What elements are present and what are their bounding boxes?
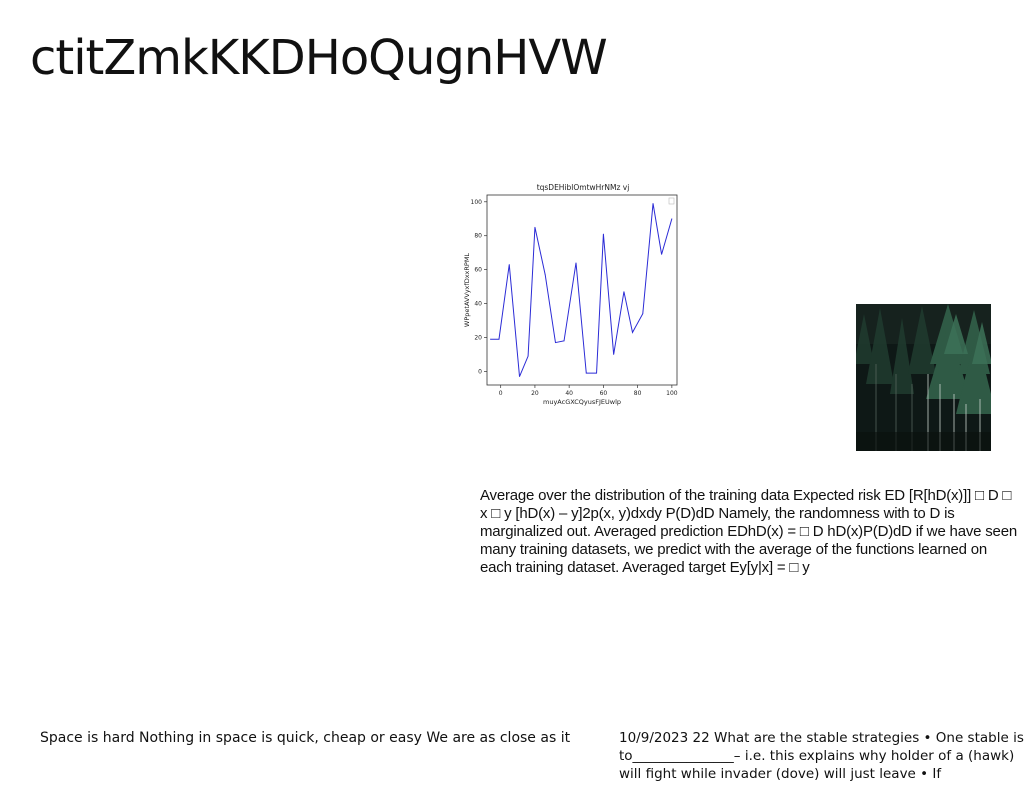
data-point	[527, 355, 529, 357]
footer-caption-left: Space is hard Nothing in space is quick,…	[40, 730, 571, 746]
body-text: Average over the distribution of the tra…	[480, 487, 1017, 576]
data-point	[632, 332, 633, 333]
data-point	[534, 226, 536, 228]
slide-title: ctitZmkKKDHoQugnHVW	[30, 30, 608, 86]
plot-frame	[486, 194, 678, 386]
y-axis-ticks: 0 20 40 60 80 100	[471, 199, 487, 375]
x-tick-label: 80	[634, 390, 642, 397]
data-point	[642, 313, 644, 315]
y-tick-label: 40	[474, 301, 482, 308]
data-point	[652, 203, 654, 204]
x-tick-label: 60	[600, 390, 608, 397]
y-axis-label: WPpetAVVyxfDxxRPML	[463, 253, 471, 327]
data-point	[596, 372, 597, 374]
data-point	[613, 354, 615, 355]
data-point	[508, 264, 510, 265]
chart-title: tqsDEHiblOmtwHrNMz vj	[537, 183, 630, 192]
x-axis-ticks: 0 20 40 60 80 100	[499, 385, 678, 397]
data-point	[563, 340, 565, 342]
data-point	[490, 338, 491, 340]
line-chart-svg: tqsDEHiblOmtwHrNMz vj 0 20 40 60 80 100 0 20 40…	[463, 183, 678, 406]
data-point	[519, 376, 520, 377]
y-tick-label: 100	[471, 199, 483, 206]
x-axis-label: muyAcGXCQyusFJEUwlp	[543, 398, 621, 406]
series-layer	[490, 203, 673, 377]
forest-photo	[856, 304, 991, 451]
data-point	[585, 372, 587, 374]
data-point	[661, 253, 662, 255]
y-tick-label: 20	[474, 335, 482, 342]
x-tick-label: 0	[499, 390, 503, 397]
forest-illustration	[856, 304, 991, 451]
data-point	[575, 262, 577, 264]
data-point	[498, 338, 500, 340]
legend-box	[668, 197, 675, 205]
series-line	[490, 203, 673, 377]
data-point	[555, 342, 556, 343]
data-point	[623, 291, 625, 293]
data-point	[544, 274, 546, 276]
x-tick-label: 20	[531, 390, 539, 397]
x-tick-label: 100	[666, 390, 678, 397]
footer-caption-right: 10/9/2023 22 What are the stable strateg…	[619, 730, 1024, 782]
data-point	[671, 218, 673, 220]
line-chart: tqsDEHiblOmtwHrNMz vj 0 20 40 60 80 100 0 20 40…	[460, 178, 690, 410]
data-point	[602, 233, 604, 235]
x-tick-label: 40	[565, 390, 573, 397]
y-tick-label: 60	[474, 267, 482, 274]
y-tick-label: 0	[478, 368, 482, 375]
y-tick-label: 80	[474, 233, 482, 240]
